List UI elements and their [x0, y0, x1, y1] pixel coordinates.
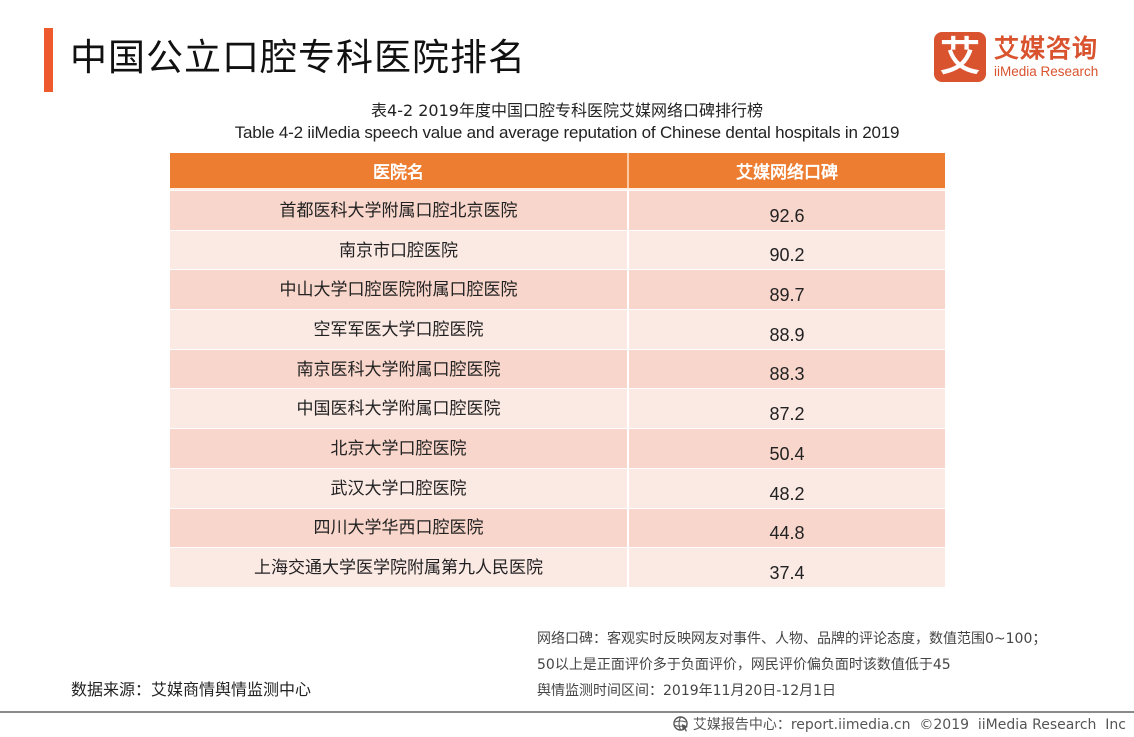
hospital-name: 北京大学口腔医院: [330, 438, 467, 459]
note-line: 50以上是正面评价多于负面评价，网民评价偏负面时该数值低于45: [537, 657, 951, 673]
table-row: 中国医科大学附属口腔医院 87.2: [170, 388, 945, 429]
table-row: 南京市口腔医院 90.2: [170, 229, 945, 270]
hospital-name: 空军军医大学口腔医院: [313, 319, 484, 340]
page-title: 中国公立口腔专科医院排名: [70, 36, 526, 79]
reputation-score: 90.2: [627, 230, 945, 270]
logo-text: 艾媒咨询 iiMedia Research: [994, 33, 1099, 80]
reputation-score: 87.2: [627, 389, 945, 429]
table-caption-en: Table 4-2 iiMedia speech value and avera…: [234, 123, 900, 142]
definition-notes: 网络口碑：客观实时反映网友对事件、人物、品牌的评论态度，数值范围0~100； 5…: [537, 626, 1046, 704]
globe-cursor-icon: [673, 716, 688, 732]
ranking-table: 医院名 艾媒网络口碑 首都医科大学附属口腔北京医院 92.6 南京市口腔医院 9…: [170, 153, 945, 587]
note-line: 网络口碑：客观实时反映网友对事件、人物、品牌的评论态度，数值范围0~100；: [537, 631, 1047, 647]
table-row: 空军军医大学口腔医院 88.9: [170, 309, 945, 349]
reputation-score: 48.2: [627, 468, 945, 508]
table-row: 首都医科大学附属口腔北京医院 92.6: [170, 190, 945, 230]
logo-mark-icon: 艾: [934, 32, 986, 82]
hospital-name: 南京市口腔医院: [339, 240, 458, 261]
reputation-score: 50.4: [627, 429, 945, 468]
table-row: 四川大学华西口腔医院 44.8: [170, 507, 945, 548]
hospital-name: 中国医科大学附属口腔医院: [296, 399, 501, 420]
reputation-score: 37.4: [627, 548, 945, 587]
table-row: 上海交通大学医学院附属第九人民医院 37.4: [170, 547, 945, 587]
reputation-score: 89.7: [627, 270, 945, 310]
hospital-name: 中山大学口腔医院附属口腔医院: [279, 280, 518, 301]
table-caption-cn: 表4-2 2019年度中国口腔专科医院艾媒网络口碑排行榜: [371, 101, 763, 120]
reputation-score: 44.8: [627, 508, 945, 548]
footer: 艾媒报告中心：report.iimedia.cn ©2019 iiMedia R…: [673, 713, 1126, 735]
hospital-name: 武汉大学口腔医院: [330, 478, 467, 499]
hospital-name: 首都医科大学附属口腔北京医院: [279, 200, 518, 221]
logo-name-cn: 艾媒咨询: [994, 33, 1099, 63]
reputation-score: 88.3: [627, 349, 945, 389]
footer-text: 艾媒报告中心：report.iimedia.cn ©2019 iiMedia R…: [692, 717, 1126, 733]
footer-divider: [0, 711, 1134, 713]
table-row: 武汉大学口腔医院 48.2: [170, 467, 945, 508]
hospital-name: 四川大学华西口腔医院: [313, 518, 484, 539]
note-line: 舆情监测时间区间：2019年11月20日-12月1日: [537, 683, 837, 699]
data-source: 数据来源：艾媒商情舆情监测中心: [71, 680, 312, 699]
column-header-score: 艾媒网络口碑: [627, 153, 945, 188]
hospital-name: 南京医科大学附属口腔医院: [296, 359, 501, 380]
table-row: 中山大学口腔医院附属口腔医院 89.7: [170, 269, 945, 310]
reputation-score: 88.9: [627, 310, 945, 349]
reputation-score: 92.6: [627, 191, 945, 230]
hospital-name: 上海交通大学医学院附属第九人民医院: [254, 558, 543, 579]
column-header-hospital: 医院名: [373, 163, 424, 183]
logo-name-en: iiMedia Research: [994, 63, 1099, 79]
title-accent-bar: [44, 28, 53, 92]
table-row: 南京医科大学附属口腔医院 88.3: [170, 348, 945, 389]
table-header-row: 医院名 艾媒网络口碑: [170, 153, 945, 190]
table-row: 北京大学口腔医院 50.4: [170, 428, 945, 468]
iimedia-logo: 艾 艾媒咨询 iiMedia Research: [934, 32, 1098, 82]
